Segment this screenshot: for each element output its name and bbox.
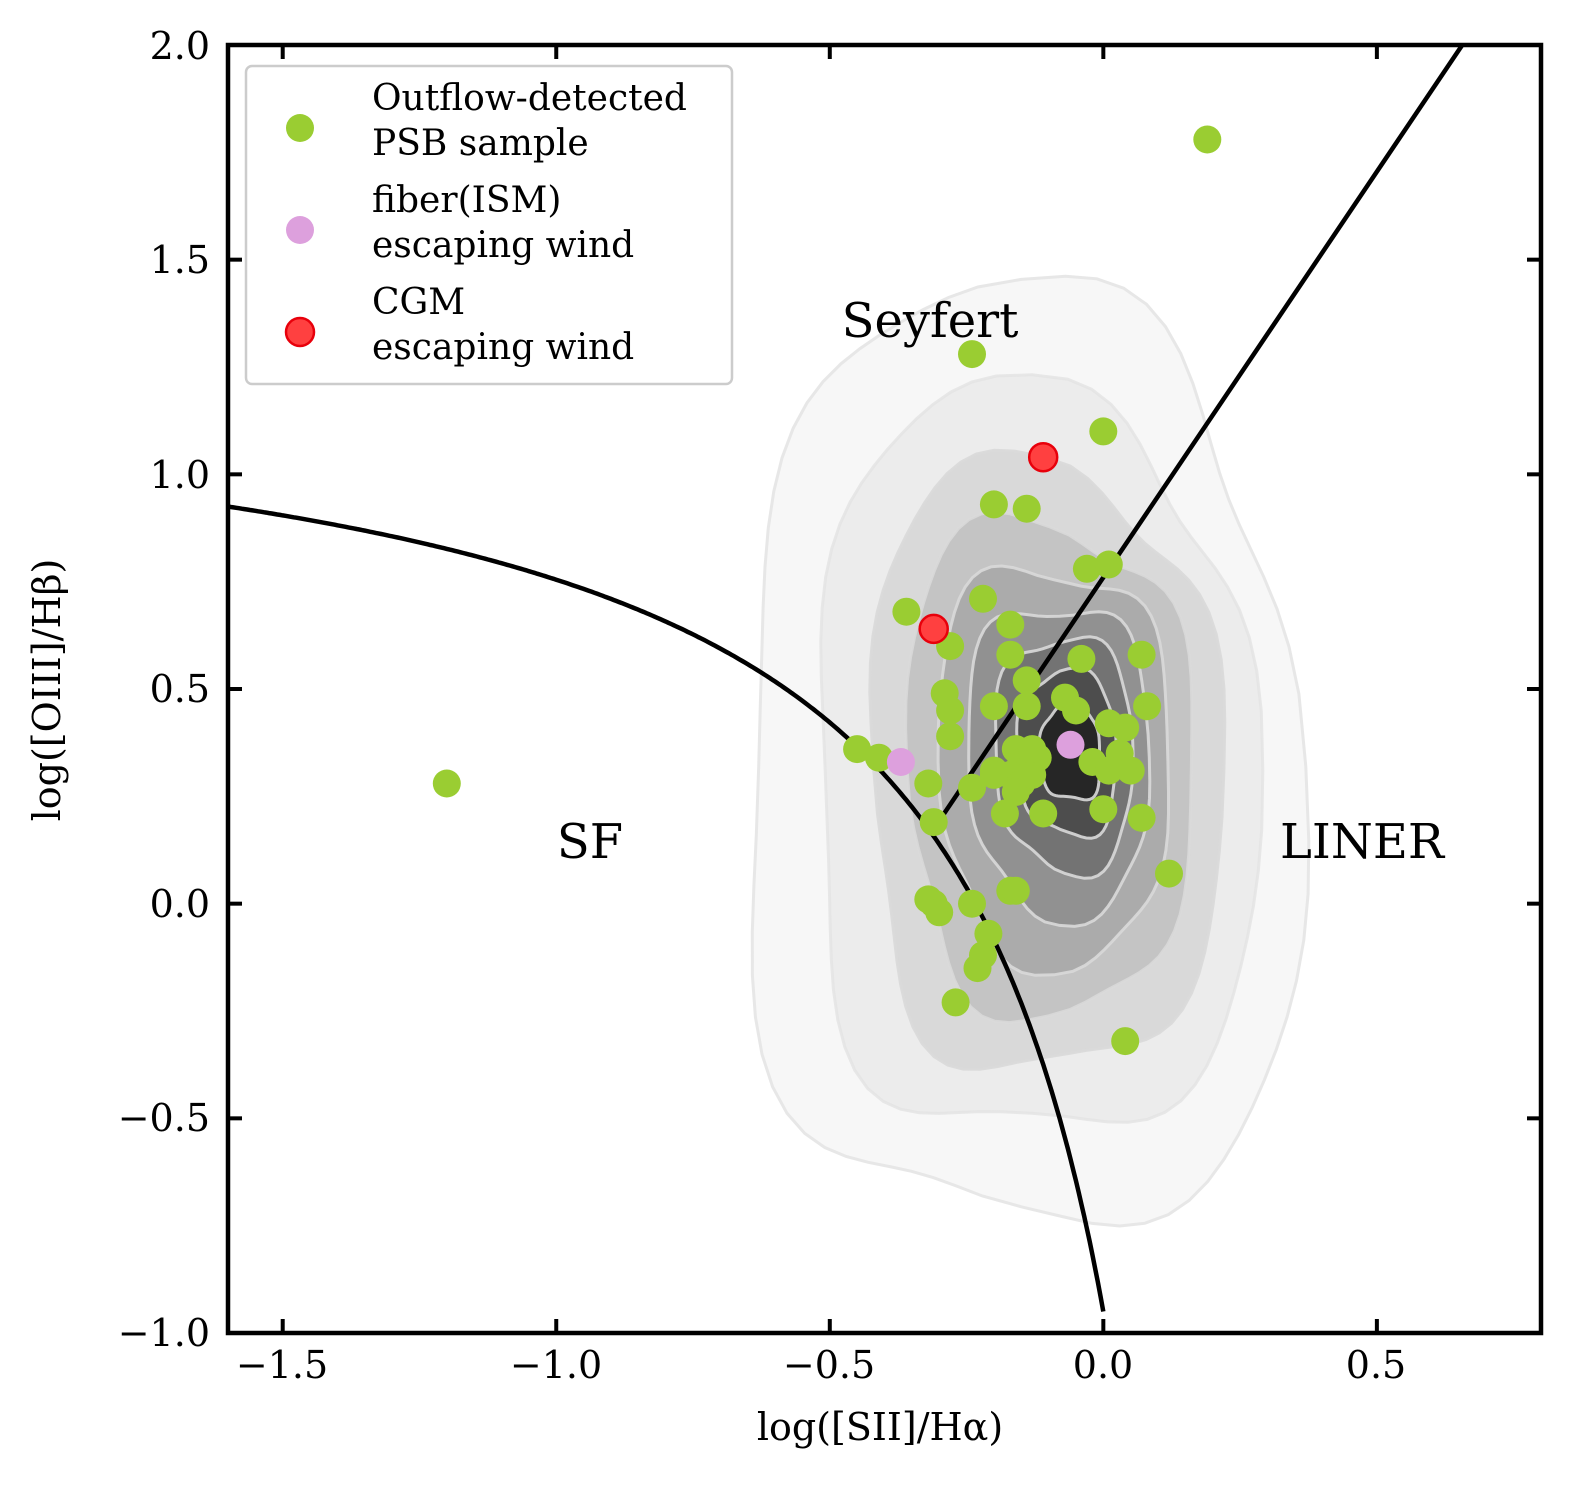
psb-sample-point bbox=[432, 769, 461, 798]
psb-sample-point bbox=[892, 597, 921, 626]
cgm-wind-point bbox=[918, 613, 949, 645]
psb-sample-point bbox=[1155, 859, 1183, 888]
legend-label-cgm-line2: escaping wind bbox=[372, 327, 634, 368]
legend: Outflow-detected PSB sample fiber(ISM) e… bbox=[244, 64, 734, 386]
psb-sample-point bbox=[1012, 494, 1041, 523]
legend-box bbox=[244, 64, 734, 386]
psb-sample-point bbox=[936, 696, 965, 725]
y-tick-label: 0.5 bbox=[150, 667, 210, 711]
psb-sample-point bbox=[996, 610, 1025, 639]
psb-sample-point bbox=[1067, 644, 1096, 673]
legend-marker-fiber-ism bbox=[286, 216, 314, 244]
region-label-sf: SF bbox=[557, 814, 623, 870]
psb-sample-point bbox=[979, 760, 1008, 789]
psb-sample-point bbox=[1111, 1027, 1140, 1056]
psb-sample-point bbox=[979, 490, 1008, 519]
psb-sample-point bbox=[1018, 735, 1047, 764]
psb-sample-point bbox=[1127, 640, 1156, 669]
psb-sample-point bbox=[914, 769, 943, 798]
axis-ticks bbox=[228, 43, 1541, 1335]
x-tick-label: 0.5 bbox=[1346, 1343, 1406, 1387]
legend-marker-cgm bbox=[284, 316, 316, 348]
kewley-demarcation-line bbox=[228, 504, 1106, 1312]
x-tick-label: −1.5 bbox=[236, 1343, 328, 1387]
legend-label-fiber-line1: fiber(ISM) bbox=[372, 180, 561, 221]
data-points bbox=[432, 125, 1222, 1056]
psb-sample-point bbox=[1094, 550, 1123, 579]
psb-sample-point bbox=[941, 988, 970, 1017]
legend-label-cgm-line1: CGM bbox=[372, 282, 465, 323]
legend-label-fiber-line2: escaping wind bbox=[372, 225, 634, 266]
fiber-ism-wind-point bbox=[886, 748, 915, 776]
psb-sample-point bbox=[1116, 756, 1145, 785]
fiber-ism-wind-point bbox=[1056, 730, 1085, 759]
psb-sample-point bbox=[979, 692, 1008, 721]
psb-sample-point bbox=[936, 722, 965, 751]
y-axis-label: log([OIII]/Hβ) bbox=[25, 559, 69, 822]
psb-sample-point bbox=[1029, 799, 1058, 828]
plot-area bbox=[228, 45, 1465, 1312]
x-tick-label: 0.0 bbox=[1073, 1343, 1133, 1387]
psb-sample-point bbox=[958, 773, 986, 802]
legend-label-psb-line2: PSB sample bbox=[372, 123, 589, 164]
psb-sample-point bbox=[969, 584, 997, 613]
psb-sample-point bbox=[1193, 125, 1222, 154]
legend-marker-psb bbox=[286, 114, 314, 142]
y-tick-label: −0.5 bbox=[118, 1096, 210, 1140]
psb-sample-point bbox=[1018, 760, 1047, 789]
psb-sample-point bbox=[1111, 713, 1140, 742]
x-tick-label: −0.5 bbox=[783, 1343, 875, 1387]
psb-sample-point bbox=[963, 954, 992, 983]
x-tick-label: −1.0 bbox=[510, 1343, 602, 1387]
psb-sample-point bbox=[958, 340, 986, 369]
psb-sample-point bbox=[919, 808, 948, 837]
psb-sample-point bbox=[1001, 876, 1030, 905]
y-tick-label: 0.0 bbox=[150, 882, 210, 926]
cgm-wind-point bbox=[1027, 441, 1059, 473]
psb-sample-point bbox=[1089, 795, 1118, 824]
psb-sample-point bbox=[1012, 692, 1041, 721]
y-tick-label: 2.0 bbox=[150, 24, 210, 68]
psb-sample-point bbox=[1127, 803, 1156, 832]
psb-sample-point bbox=[996, 640, 1025, 669]
psb-sample-point bbox=[1089, 417, 1118, 446]
psb-sample-point bbox=[843, 735, 872, 764]
y-tick-label: 1.0 bbox=[150, 453, 210, 497]
y-tick-label: 1.5 bbox=[150, 238, 210, 282]
psb-sample-point bbox=[1094, 756, 1123, 785]
x-axis-label: log([SII]/Hα) bbox=[757, 1405, 1003, 1449]
psb-sample-point bbox=[958, 889, 986, 918]
psb-sample-point bbox=[990, 799, 1019, 828]
region-label-seyfert: Seyfert bbox=[842, 293, 1019, 349]
y-tick-label: −1.0 bbox=[118, 1311, 210, 1355]
psb-sample-point bbox=[1072, 554, 1101, 583]
psb-sample-point bbox=[925, 898, 954, 927]
psb-sample-point bbox=[1062, 696, 1090, 725]
psb-sample-point bbox=[1012, 666, 1041, 695]
legend-label-psb-line1: Outflow-detected bbox=[372, 78, 687, 119]
psb-sample-point bbox=[865, 743, 893, 772]
psb-sample-point bbox=[974, 919, 1003, 948]
region-label-liner: LINER bbox=[1280, 814, 1446, 870]
psb-sample-point bbox=[1133, 692, 1162, 721]
